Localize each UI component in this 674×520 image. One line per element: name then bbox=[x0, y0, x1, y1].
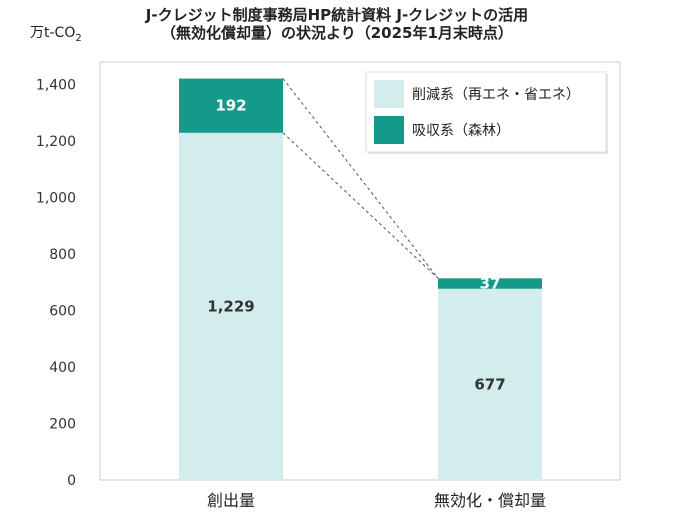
bar-segment bbox=[179, 132, 283, 480]
y-tick-label: 0 bbox=[67, 473, 76, 489]
bar-segment bbox=[438, 288, 542, 480]
y-tick-label: 200 bbox=[49, 417, 76, 433]
bar-segment bbox=[179, 78, 283, 133]
y-tick-label: 1,000 bbox=[36, 191, 76, 207]
y-tick-label: 600 bbox=[49, 304, 76, 320]
legend-swatch bbox=[374, 116, 404, 144]
chart-title-line2: （無効化償却量）の状況より（2025年1月末時点） bbox=[161, 24, 513, 42]
bar-segment bbox=[438, 278, 542, 289]
plot-frame bbox=[99, 61, 621, 481]
connector-line-top bbox=[282, 78, 439, 279]
data-label: 1,229 bbox=[207, 297, 254, 315]
connector-line-split bbox=[282, 132, 439, 279]
data-label: 37 bbox=[480, 275, 501, 293]
data-label: 192 bbox=[215, 97, 246, 115]
x-category-label: 無効化・償却量 bbox=[434, 491, 546, 510]
chart-title-line1: J-クレジット制度事務局HP統計資料 J-クレジットの活用 bbox=[145, 6, 529, 24]
y-tick-label: 400 bbox=[49, 360, 76, 376]
legend-swatch bbox=[374, 80, 404, 108]
x-category-label: 創出量 bbox=[207, 491, 255, 510]
legend-box bbox=[365, 71, 607, 153]
data-label: 677 bbox=[474, 375, 505, 393]
y-axis-unit: 万t-CO2 bbox=[30, 25, 82, 44]
legend-label: 削減系（再エネ・省エネ） bbox=[412, 86, 580, 103]
legend-label: 吸収系（森林） bbox=[412, 123, 510, 139]
y-tick-label: 800 bbox=[49, 247, 76, 263]
y-tick-label: 1,400 bbox=[36, 78, 76, 94]
y-tick-label: 1,200 bbox=[36, 134, 76, 150]
